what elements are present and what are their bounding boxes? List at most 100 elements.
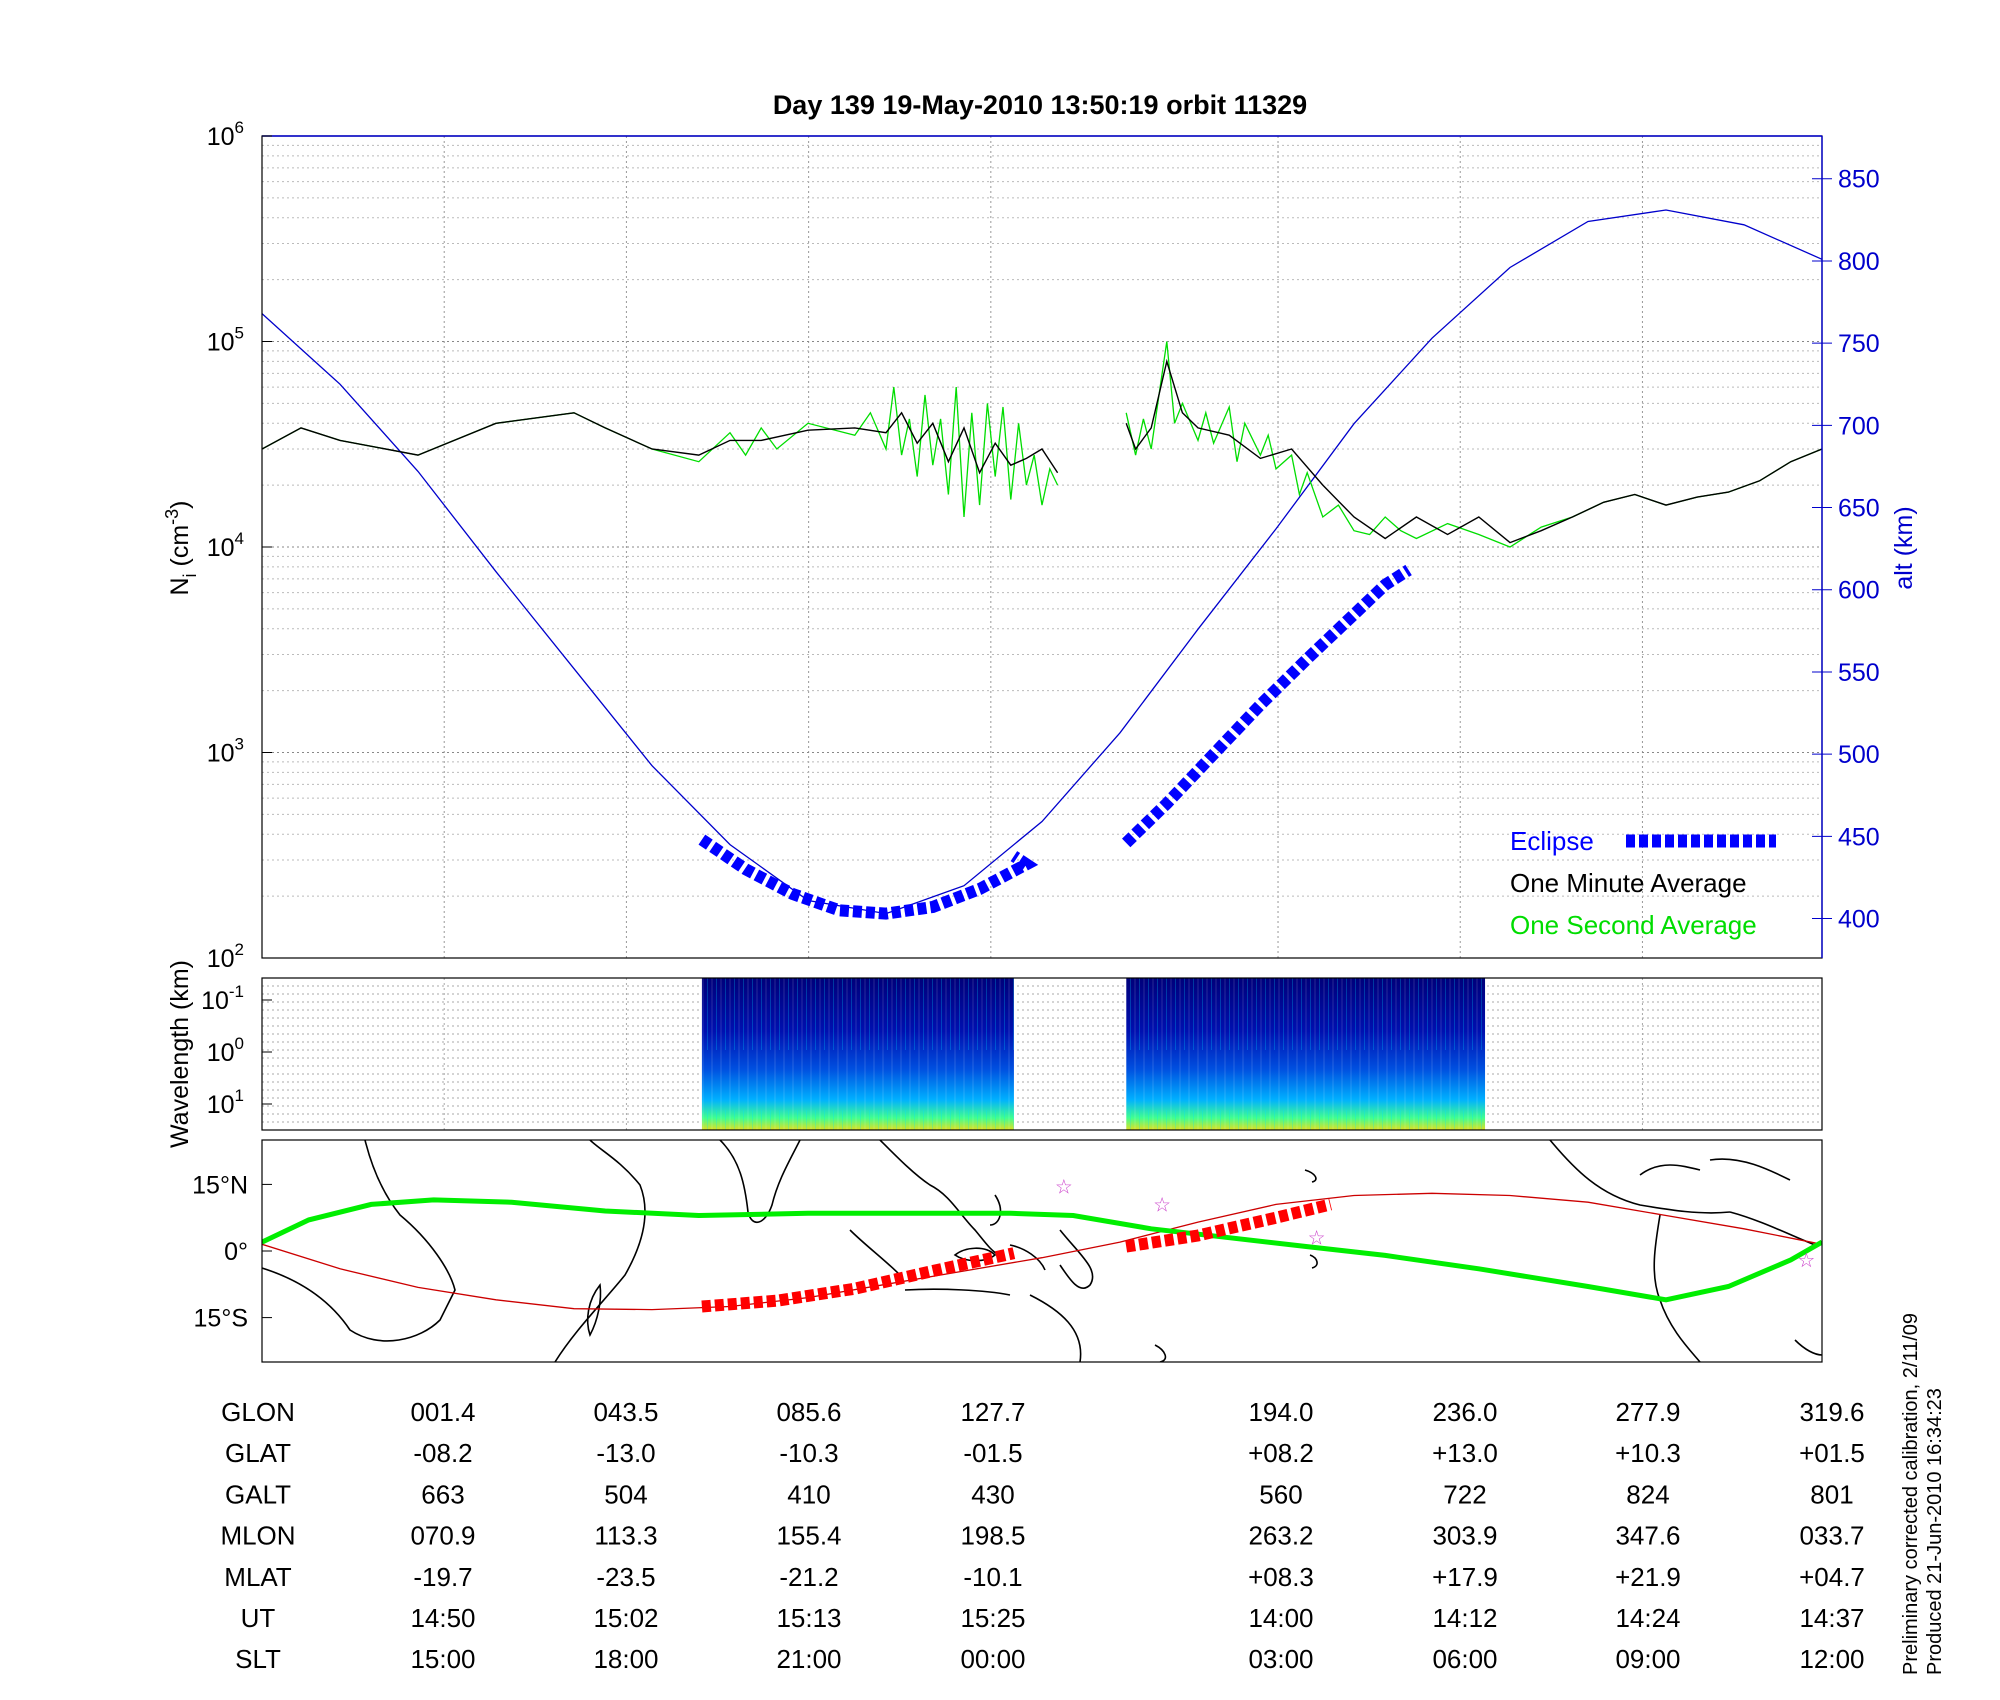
table-cell: 430	[971, 1479, 1014, 1509]
table-row-label: GALT	[225, 1479, 291, 1509]
star-icon: ☆	[1308, 1228, 1326, 1250]
table-cell: 410	[787, 1479, 830, 1509]
table-cell: 06:00	[1432, 1644, 1497, 1674]
table-cell: 15:25	[960, 1603, 1025, 1633]
y-tick-label: 102	[207, 940, 244, 973]
eclipse-segment	[1122, 564, 1412, 848]
table-cell: -08.2	[413, 1438, 472, 1468]
table-cell: 00:00	[960, 1644, 1025, 1674]
table-cell: -19.7	[413, 1562, 472, 1592]
table-cell: 319.6	[1799, 1397, 1864, 1427]
table-cell: 09:00	[1615, 1644, 1680, 1674]
coastlines	[262, 1140, 1822, 1362]
table-row-label: MLON	[220, 1521, 295, 1551]
map-star-markers: ☆ ☆ ☆ ☆	[1055, 1177, 1815, 1272]
table-cell: 663	[421, 1479, 464, 1509]
alt-tick-label: 800	[1838, 248, 1880, 276]
table-cell: -21.2	[779, 1562, 838, 1592]
spectrogram-blocks	[701, 978, 1486, 1130]
spectrogram-panel: 10-1 100 101 Wavelength (km)	[166, 960, 1823, 1148]
table-cell: 15:13	[776, 1603, 841, 1633]
density-y-label: Ni (cm-3)	[162, 500, 200, 595]
alt-tick-label: 450	[1838, 823, 1880, 851]
altitude-line	[262, 209, 1822, 915]
alt-tick-label: 550	[1838, 659, 1880, 687]
table-cell: 560	[1259, 1479, 1302, 1509]
table-cell: 14:00	[1248, 1603, 1313, 1633]
table-cell: 15:02	[593, 1603, 658, 1633]
y-tick-label: 104	[207, 529, 244, 562]
table-cell: 824	[1626, 1479, 1669, 1509]
table-cell: +10.3	[1615, 1438, 1681, 1468]
y-tick-label: 106	[207, 118, 244, 151]
satellite-track-line	[262, 1192, 1822, 1311]
table-cell: 155.4	[776, 1521, 841, 1551]
map-lat-ticks: 15°N 0° 15°S	[192, 1171, 272, 1333]
table-cell: 277.9	[1615, 1397, 1680, 1427]
table-cell: 722	[1443, 1479, 1486, 1509]
magnetic-equator-line	[262, 1197, 1822, 1303]
table-cell: +04.7	[1799, 1562, 1865, 1592]
legend-one-second-label: One Second Average	[1510, 910, 1757, 940]
alt-tick-label: 400	[1838, 906, 1880, 934]
spectrogram-texture	[701, 978, 1014, 1130]
table-cell: 070.9	[410, 1521, 475, 1551]
star-icon: ☆	[1153, 1194, 1171, 1216]
table-cell: 236.0	[1432, 1397, 1497, 1427]
legend-one-minute-label: One Minute Average	[1510, 868, 1747, 898]
alt-tick-label: 500	[1838, 741, 1880, 769]
orbit-data-table: GLON 001.4 043.5 085.6 127.7 194.0 236.0 277.9 3…	[220, 1397, 1864, 1674]
table-cell: -13.0	[596, 1438, 655, 1468]
map-panel: ☆ ☆ ☆ ☆ 15°N 0° 15°S	[192, 1139, 1823, 1363]
table-row-label: GLON	[221, 1397, 295, 1427]
table-cell: +13.0	[1432, 1438, 1498, 1468]
lat-tick-label: 15°N	[192, 1171, 248, 1199]
table-row-label: MLAT	[224, 1562, 292, 1592]
table-cell: 12:00	[1799, 1644, 1864, 1674]
alt-tick-label: 750	[1838, 330, 1880, 358]
table-cell: 001.4	[410, 1397, 475, 1427]
spec-y-tick-label: 101	[207, 1086, 244, 1119]
alt-tick-label: 850	[1838, 166, 1880, 194]
altitude-y-ticks: 400 450 500 550 600 650 700 750 800 850	[1812, 166, 1880, 934]
table-cell: 198.5	[960, 1521, 1025, 1551]
spectrogram-y-ticks: 10-1 100 101	[201, 982, 272, 1119]
table-cell: +08.3	[1248, 1562, 1314, 1592]
table-cell: 14:24	[1615, 1603, 1680, 1633]
table-cell: 801	[1810, 1479, 1853, 1509]
table-cell: 14:12	[1432, 1603, 1497, 1633]
one-second-average-lines	[262, 341, 1822, 548]
table-cell: +17.9	[1432, 1562, 1498, 1592]
table-cell: 18:00	[593, 1644, 658, 1674]
table-cell: -01.5	[963, 1438, 1022, 1468]
density-y-ticks: 102 103 104 105 106	[207, 118, 272, 973]
table-row-label: SLT	[235, 1644, 281, 1674]
table-cell: 504	[604, 1479, 647, 1509]
table-cell: 21:00	[776, 1644, 841, 1674]
table-cell: 303.9	[1432, 1521, 1497, 1551]
table-cell: -10.3	[779, 1438, 838, 1468]
lat-tick-label: 0°	[224, 1238, 248, 1266]
table-cell: +01.5	[1799, 1438, 1865, 1468]
table-cell: 033.7	[1799, 1521, 1864, 1551]
spectrogram-gridlines	[262, 978, 1822, 1130]
eclipse-segment	[698, 834, 1039, 920]
table-cell: 14:50	[410, 1603, 475, 1633]
spectrogram-frame	[261, 977, 1823, 1131]
spec-y-tick-label: 10-1	[201, 982, 244, 1015]
table-row-label: GLAT	[225, 1438, 291, 1468]
table-cell: 085.6	[776, 1397, 841, 1427]
star-icon: ☆	[1797, 1250, 1815, 1272]
table-row-label: UT	[241, 1603, 276, 1633]
table-cell: -23.5	[596, 1562, 655, 1592]
table-cell: +08.2	[1248, 1438, 1314, 1468]
star-icon: ☆	[1055, 1177, 1073, 1199]
track-eclipse-segment	[701, 1247, 1016, 1313]
alt-tick-label: 600	[1838, 577, 1880, 605]
side-note-line1: Preliminary corrected calibration, 2/11/…	[1900, 1313, 1922, 1675]
table-cell: 194.0	[1248, 1397, 1313, 1427]
one-second-segment	[1125, 341, 1822, 548]
lat-tick-label: 15°S	[194, 1305, 248, 1333]
table-cell: 043.5	[593, 1397, 658, 1427]
